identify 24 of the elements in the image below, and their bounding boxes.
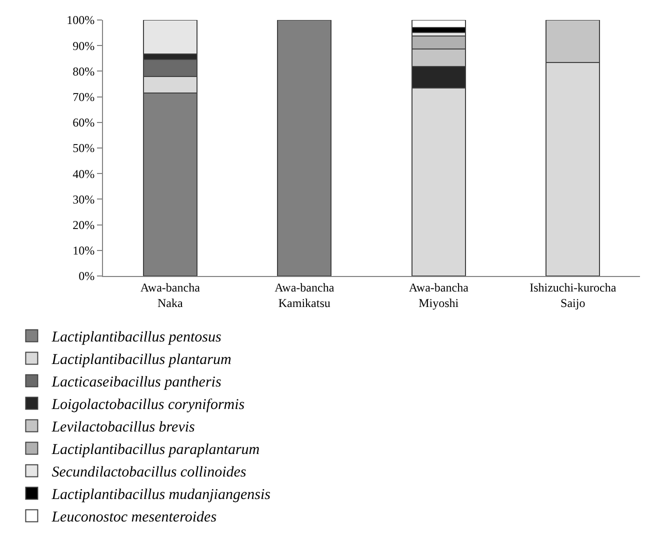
- y-tick-label: 60%: [72, 116, 95, 130]
- y-tick-label: 30%: [72, 192, 95, 206]
- y-tick-label: 50%: [72, 141, 95, 156]
- y-tick-label: 80%: [72, 64, 95, 78]
- legend-label: Secundilactobacillus collinoides: [52, 464, 246, 481]
- x-tick-label: Awa-bancha Miyoshi: [408, 280, 470, 310]
- x-tick-label: Awa-bancha Naka: [140, 280, 201, 310]
- legend-label: Lactiplantibacillus paraplantarum: [50, 442, 260, 458]
- y-tick-label: 40%: [72, 166, 95, 181]
- y-tick-label: 100%: [66, 13, 95, 28]
- legend-label: Lactiplantibacillus mudanjiangensis: [50, 487, 271, 504]
- legend-label: Levilactobacillus brevis: [50, 420, 196, 436]
- legend-label: Leuconostoc mesenteroides: [50, 510, 217, 526]
- y-tick-label: 90%: [72, 38, 95, 53]
- x-tick-label: Awa-bancha Kamikatsu: [274, 280, 335, 310]
- y-tick-label: 0%: [78, 269, 95, 284]
- legend-label: Lacticaseibacillus pantheris: [50, 374, 222, 391]
- y-tick-label: 10%: [72, 244, 95, 258]
- legend-label: Lactiplantibacillus pentosus: [50, 330, 222, 346]
- legend-label: Loigolactobacillus coryniformis: [50, 397, 245, 414]
- y-tick-label: 70%: [72, 90, 95, 104]
- y-tick-label: 20%: [72, 218, 95, 232]
- legend-label: Lactiplantibacillus plantarum: [50, 352, 232, 368]
- x-tick-label: Ishizuchi-kurocha Saijo: [530, 280, 617, 310]
